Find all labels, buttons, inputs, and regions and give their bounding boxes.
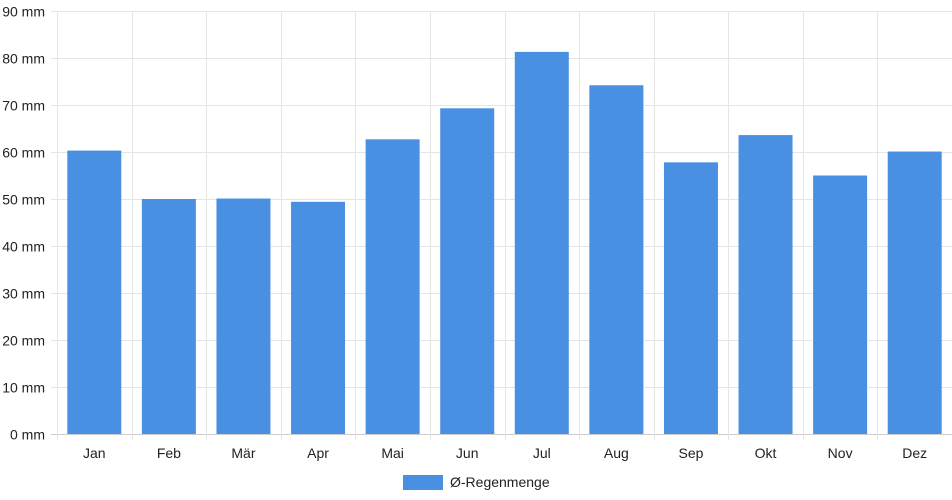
bar-apr[interactable] — [291, 201, 346, 434]
bar-okt[interactable] — [738, 135, 793, 434]
x-tick-label: Apr — [307, 445, 329, 461]
grid-lines — [51, 11, 952, 440]
y-tick-label: 80 mm — [2, 51, 45, 67]
x-tick-label: Aug — [604, 445, 629, 461]
x-tick-label: Mär — [231, 445, 255, 461]
x-tick-label: Mai — [381, 445, 404, 461]
x-tick-label: Jan — [83, 445, 106, 461]
y-tick-label: 40 mm — [2, 239, 45, 255]
bar-mär[interactable] — [216, 198, 271, 434]
bar-aug[interactable] — [589, 85, 644, 434]
x-tick-label: Jul — [533, 445, 551, 461]
y-tick-label: 60 mm — [2, 145, 45, 161]
y-tick-label: 20 mm — [2, 333, 45, 349]
legend-swatch[interactable] — [403, 475, 443, 490]
y-tick-label: 90 mm — [2, 4, 45, 20]
x-tick-label: Sep — [678, 445, 703, 461]
x-tick-label: Nov — [828, 445, 853, 461]
x-tick-label: Dez — [902, 445, 927, 461]
bar-sep[interactable] — [663, 162, 718, 434]
bar-dez[interactable] — [887, 151, 942, 434]
bar-nov[interactable] — [813, 175, 868, 435]
y-tick-label: 50 mm — [2, 192, 45, 208]
y-tick-label: 30 mm — [2, 286, 45, 302]
x-axis: Jan Feb Mär Apr Mai Jun Jul Aug Sep Okt Nov Dez — [83, 445, 927, 461]
y-axis: 0 mm 10 mm 20 mm 30 mm 40 mm 50 mm 60 mm 70 mm 8… — [2, 4, 45, 443]
bar-jan[interactable] — [67, 150, 122, 434]
y-tick-label: 70 mm — [2, 98, 45, 114]
x-tick-label: Okt — [755, 445, 777, 461]
legend[interactable]: Ø-Regenmenge — [403, 474, 550, 490]
bar-feb[interactable] — [141, 199, 196, 434]
bar-series — [67, 51, 942, 435]
y-tick-label: 10 mm — [2, 380, 45, 396]
legend-label[interactable]: Ø-Regenmenge — [450, 474, 550, 490]
bar-jun[interactable] — [440, 108, 495, 434]
bar-mai[interactable] — [365, 139, 420, 434]
bar-jul[interactable] — [514, 51, 569, 434]
y-tick-label: 0 mm — [10, 427, 45, 443]
x-tick-label: Jun — [456, 445, 479, 461]
x-tick-label: Feb — [157, 445, 181, 461]
